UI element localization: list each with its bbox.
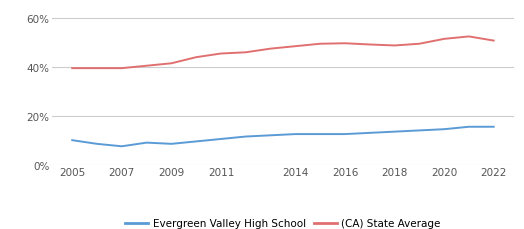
(CA) State Average [69,68,75,70]
(CA) State Average [193,57,199,59]
(CA) State Average [218,53,224,56]
(CA) State Average [416,43,422,46]
Evergreen Valley High School [466,126,472,128]
(CA) State Average [367,44,373,47]
(CA) State Average [391,45,398,48]
Evergreen Valley High School [118,145,125,148]
(CA) State Average [441,38,447,41]
Evergreen Valley High School [69,139,75,142]
Evergreen Valley High School [193,140,199,143]
(CA) State Average [94,68,100,70]
Evergreen Valley High School [243,136,249,138]
(CA) State Average [118,68,125,70]
(CA) State Average [168,63,174,65]
Evergreen Valley High School [267,134,274,137]
Evergreen Valley High School [94,143,100,146]
Evergreen Valley High School [367,132,373,135]
Evergreen Valley High School [342,133,348,136]
(CA) State Average [243,52,249,55]
Evergreen Valley High School [317,133,323,136]
Evergreen Valley High School [490,126,497,128]
Evergreen Valley High School [292,133,299,136]
Evergreen Valley High School [391,131,398,134]
(CA) State Average [466,36,472,39]
(CA) State Average [317,43,323,46]
(CA) State Average [292,46,299,48]
Legend: Evergreen Valley High School, (CA) State Average: Evergreen Valley High School, (CA) State… [121,214,445,229]
Evergreen Valley High School [144,142,150,144]
Evergreen Valley High School [168,143,174,146]
Line: (CA) State Average: (CA) State Average [72,37,494,69]
(CA) State Average [267,48,274,51]
Evergreen Valley High School [441,128,447,131]
Evergreen Valley High School [218,138,224,141]
Line: Evergreen Valley High School: Evergreen Valley High School [72,127,494,147]
(CA) State Average [490,40,497,43]
(CA) State Average [144,65,150,68]
(CA) State Average [342,43,348,45]
Evergreen Valley High School [416,129,422,132]
